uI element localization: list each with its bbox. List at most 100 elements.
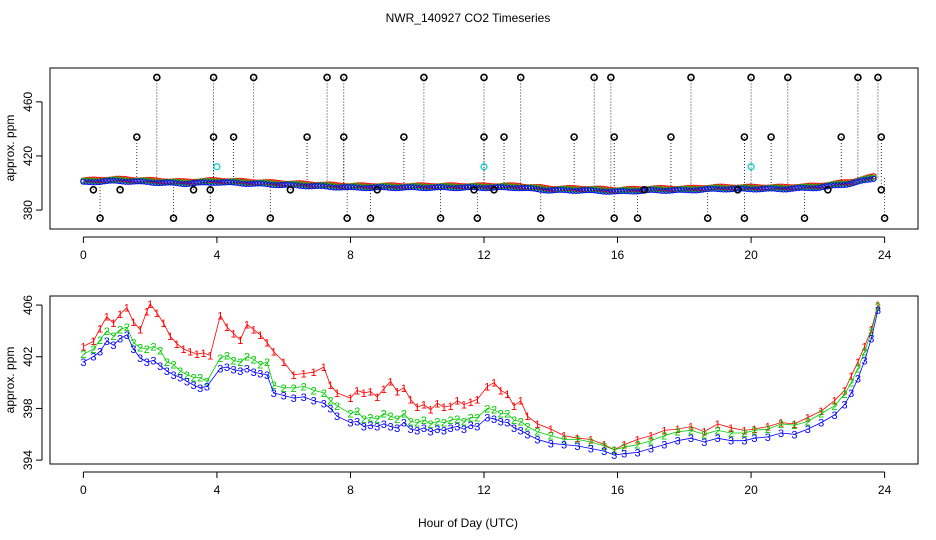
x-tick-label: 0 bbox=[80, 248, 87, 262]
series-1-point: 1 bbox=[201, 348, 207, 360]
series-3-point: 3 bbox=[574, 441, 580, 453]
series-2-point: 2 bbox=[765, 424, 771, 436]
series-2-point: 2 bbox=[428, 419, 434, 431]
series-3-point: 3 bbox=[110, 340, 116, 352]
series-3-point: 3 bbox=[741, 436, 747, 448]
series-2-point: 2 bbox=[90, 344, 96, 356]
x-tick-label: 20 bbox=[744, 248, 758, 262]
baseline-point bbox=[434, 184, 442, 191]
series-2-point: 2 bbox=[150, 341, 156, 353]
series-1-point: 1 bbox=[147, 299, 153, 311]
series-3-point: 3 bbox=[841, 400, 847, 412]
series-3-point: 3 bbox=[661, 440, 667, 452]
series-2-point: 2 bbox=[448, 415, 454, 427]
series-2-point: 2 bbox=[841, 389, 847, 401]
series-3-point: 3 bbox=[137, 353, 143, 365]
baseline-point bbox=[768, 185, 775, 192]
series-1-line bbox=[83, 303, 879, 451]
baseline-point bbox=[218, 179, 225, 186]
baseline-point bbox=[194, 179, 201, 186]
outlier-point bbox=[153, 73, 161, 82]
series-3-point: 3 bbox=[90, 352, 96, 364]
series-3-point: 3 bbox=[264, 370, 270, 382]
series-1-point: 1 bbox=[701, 427, 707, 439]
series-2-point: 2 bbox=[164, 357, 170, 369]
series-1-point: 1 bbox=[311, 367, 317, 379]
outlier-point bbox=[323, 73, 331, 82]
series-3-point: 3 bbox=[434, 424, 440, 436]
series-2-point: 2 bbox=[635, 440, 641, 452]
series-3-point: 3 bbox=[204, 381, 210, 393]
series-2-point: 2 bbox=[184, 370, 190, 382]
baseline-point bbox=[521, 184, 529, 192]
axes: 0 4 8 12 16 20 24 380 420 460 bbox=[21, 91, 892, 262]
baseline-point bbox=[798, 184, 805, 191]
series-3-point: 3 bbox=[518, 425, 524, 437]
outlier-point bbox=[516, 73, 525, 82]
outlier-point bbox=[490, 185, 498, 194]
series-2-point: 2 bbox=[675, 427, 681, 439]
outlier-point bbox=[436, 214, 445, 222]
series-3-point: 3 bbox=[97, 347, 103, 359]
outlier-point bbox=[229, 133, 238, 141]
series-1-point: 1 bbox=[180, 344, 186, 356]
series-1-point: 1 bbox=[361, 388, 367, 400]
outlier-point bbox=[607, 73, 615, 82]
series-3-point: 3 bbox=[428, 427, 434, 439]
series-3-point: 3 bbox=[484, 412, 490, 424]
outlier-point bbox=[209, 133, 218, 141]
baseline-point bbox=[645, 186, 652, 194]
series-2-point: 2 bbox=[468, 412, 474, 424]
series-2-point: 2 bbox=[394, 414, 400, 426]
baseline-point bbox=[125, 178, 132, 185]
baseline-point bbox=[401, 184, 408, 191]
series-3-point: 3 bbox=[244, 363, 250, 375]
series-1-point: 1 bbox=[504, 389, 510, 401]
baseline-point bbox=[335, 184, 342, 191]
baseline-point bbox=[197, 179, 204, 186]
baseline-point bbox=[552, 187, 559, 194]
series-1-point: 1 bbox=[688, 422, 694, 434]
series-2-point: 2 bbox=[110, 331, 116, 343]
baseline-point bbox=[428, 184, 436, 191]
series-1-point: 1 bbox=[334, 388, 340, 400]
baseline-point bbox=[251, 180, 258, 187]
series-1-point: 1 bbox=[257, 330, 263, 342]
series-2-point: 2 bbox=[130, 338, 136, 350]
series-2-point: 2 bbox=[524, 422, 530, 434]
baseline-point bbox=[759, 185, 766, 193]
outlier-point bbox=[640, 185, 649, 194]
series-2-point: 2 bbox=[80, 349, 86, 361]
series-1-point: 1 bbox=[167, 331, 173, 343]
baseline-point bbox=[80, 178, 87, 185]
baseline-point bbox=[786, 186, 793, 193]
baseline-point bbox=[702, 186, 709, 193]
series-3-point: 3 bbox=[534, 434, 540, 446]
baseline-point bbox=[260, 180, 267, 187]
baseline-point bbox=[825, 182, 832, 189]
series-2-point: 2 bbox=[701, 429, 707, 441]
series-1-point: 1 bbox=[862, 341, 868, 353]
series-3-point: 3 bbox=[257, 369, 263, 381]
series-1-point: 1 bbox=[841, 385, 847, 397]
series-3-point: 3 bbox=[251, 367, 257, 379]
series-1-point: 1 bbox=[621, 440, 627, 452]
series-2-point: 2 bbox=[728, 428, 734, 440]
baseline-point bbox=[278, 181, 285, 189]
series-2-point: 2 bbox=[848, 378, 854, 390]
series-3-point: 3 bbox=[117, 334, 123, 346]
baseline-point bbox=[464, 184, 472, 191]
baseline-point bbox=[380, 184, 387, 191]
baseline-point bbox=[651, 186, 658, 194]
series-3-point: 3 bbox=[868, 334, 874, 346]
series-3-point: 3 bbox=[588, 443, 594, 455]
baseline-point bbox=[648, 186, 655, 193]
series-2-point: 2 bbox=[441, 418, 447, 430]
series-3-point: 3 bbox=[621, 449, 627, 461]
series-3-point: 3 bbox=[778, 428, 784, 440]
series-1-point: 1 bbox=[518, 396, 524, 408]
series-3-point: 3 bbox=[441, 425, 447, 437]
series-3-point: 3 bbox=[157, 361, 163, 373]
series-1-point: 1 bbox=[160, 318, 166, 330]
